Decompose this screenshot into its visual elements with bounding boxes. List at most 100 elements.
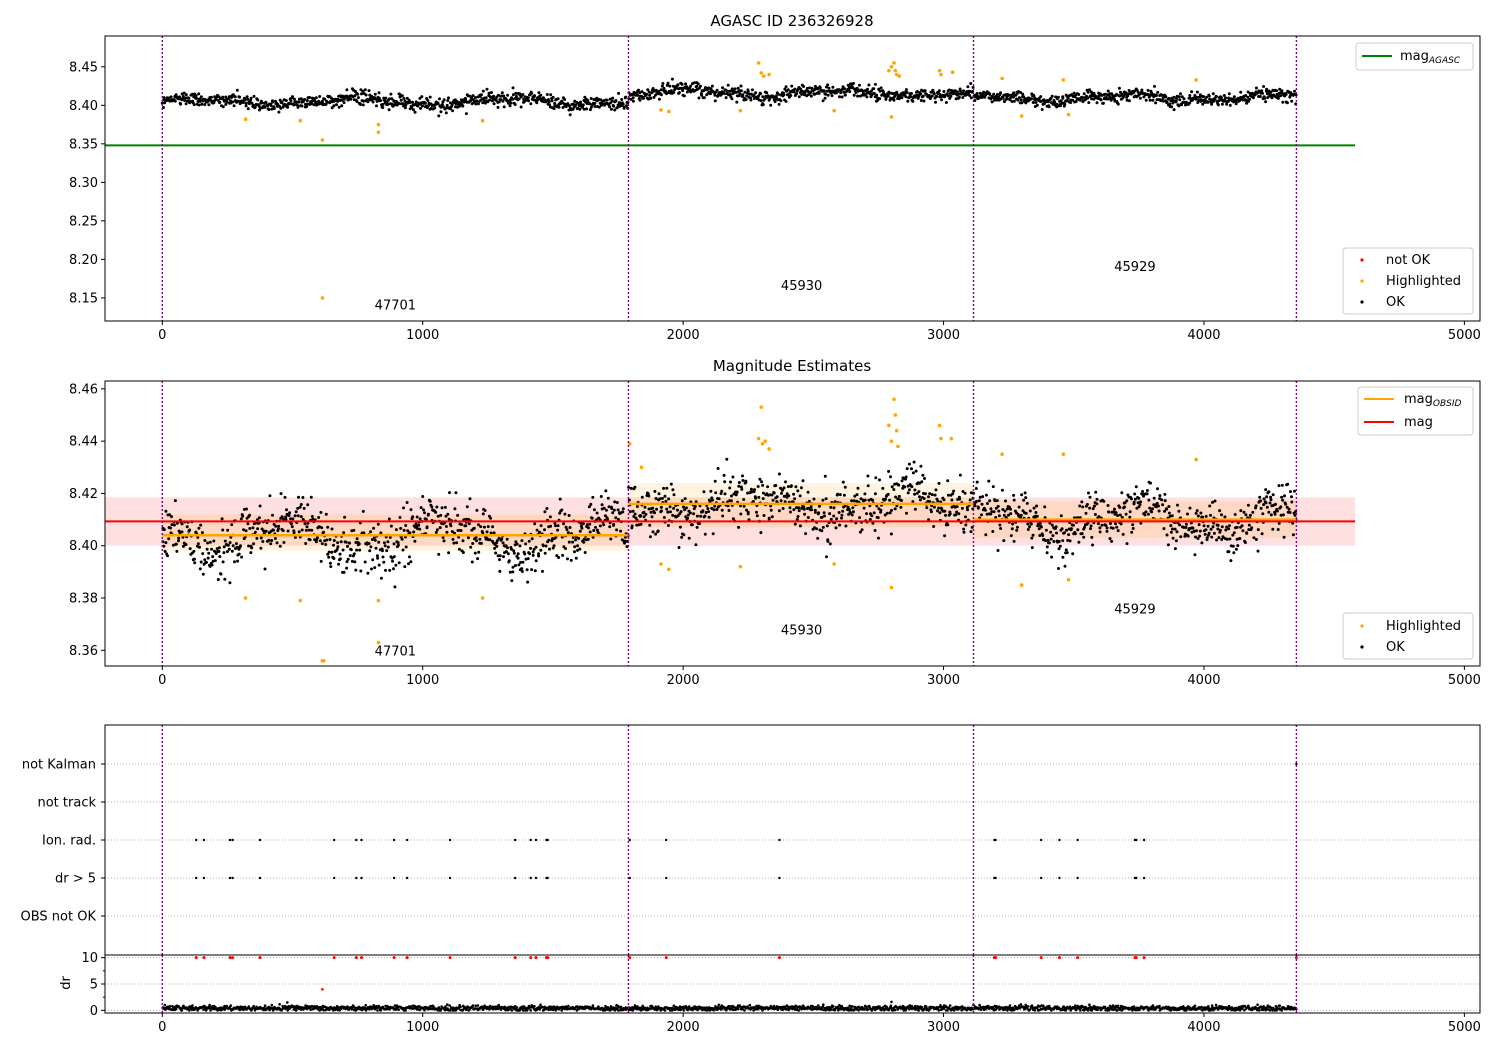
agasc-ok-point	[611, 96, 615, 100]
estimates-ok-point	[1232, 551, 1236, 555]
estimates-ok-point	[369, 530, 373, 534]
estimates-ok-point	[1151, 507, 1154, 511]
agasc-highlighted-point-20	[897, 74, 902, 78]
estimates-ok-point	[1076, 528, 1080, 532]
agasc-ok-point	[448, 101, 452, 105]
estimates-ok-point	[755, 510, 758, 514]
estimates-ok-point	[639, 514, 642, 517]
agasc-highlighted-point-18	[893, 68, 898, 73]
estimates-ok-point	[1044, 528, 1048, 532]
estimates-ok-point	[642, 510, 646, 514]
estimates-ok-point	[170, 523, 174, 527]
agasc-ok-point	[513, 103, 517, 106]
estimates-ok-point	[567, 514, 571, 517]
estimates-ok-point	[1157, 509, 1161, 513]
agasc-ok-point	[537, 91, 541, 95]
estimates-ok-point	[231, 544, 235, 548]
estimates-ok-point	[1204, 514, 1208, 518]
estimates-ok-point	[404, 545, 408, 549]
estimates-ok-point	[631, 509, 635, 513]
agasc-ok-point	[949, 94, 953, 98]
estimates-ok-point	[398, 516, 402, 519]
estimates-ok-point	[1242, 510, 1246, 514]
estimates-ok-point	[757, 495, 761, 499]
estimates-ok-point	[614, 516, 618, 520]
estimates-ok-point	[475, 539, 479, 543]
estimates-ok-point	[729, 480, 732, 484]
estimates-ok-point	[1276, 528, 1280, 531]
agasc-ok-point	[1269, 90, 1273, 94]
agasc-ok-point	[271, 100, 275, 104]
estimates-ok-point	[361, 509, 365, 513]
estimates-ok-point	[825, 555, 828, 559]
agasc-ok-point	[1206, 100, 1210, 104]
agasc-ok-point	[353, 94, 357, 98]
agasc-ok-point	[710, 84, 714, 88]
dr-point	[466, 1006, 470, 1009]
agasc-ok-point	[1175, 97, 1179, 101]
estimates-ok-point	[585, 523, 589, 527]
estimates-ok-point	[731, 517, 735, 521]
agasc-ok-point	[1279, 94, 1283, 98]
estimates-ok-point	[1082, 535, 1086, 539]
flags-point	[1135, 876, 1138, 880]
agasc-ok-point	[661, 82, 665, 85]
estimates-highlighted-point-21	[893, 413, 898, 417]
estimates-ok-point	[837, 511, 841, 514]
estimates-ok-point	[709, 489, 713, 493]
estimates-ok-point	[858, 516, 862, 520]
agasc-ok-point	[371, 100, 375, 104]
estimates-ok-point	[230, 523, 234, 527]
agasc-ok-point	[1016, 98, 1020, 102]
agasc-ok-point	[509, 101, 513, 105]
estimates-ok-point	[354, 541, 358, 544]
estimates-ok-point	[900, 479, 904, 483]
agasc-ok-point	[1262, 85, 1266, 88]
estimates-ok-point	[978, 495, 982, 499]
agasc-ok-point	[446, 99, 450, 102]
flags-point	[664, 876, 668, 880]
estimates-highlighted-point-24	[889, 585, 894, 590]
agasc-ok-point	[775, 96, 778, 100]
estimates-ok-point	[543, 510, 547, 514]
estimates-ok-point	[1156, 487, 1159, 491]
agasc-ok-point	[1056, 95, 1060, 99]
agasc-ok-point	[179, 102, 183, 106]
estimates-ok-point	[1271, 527, 1275, 531]
estimates-ok-point	[609, 537, 613, 541]
agasc-ytick-label-3: 8.30	[69, 176, 98, 191]
estimates-ok-point	[488, 538, 492, 542]
agasc-ok-point	[1180, 95, 1184, 99]
agasc-ok-point	[402, 96, 406, 100]
estimates-ok-point	[543, 551, 547, 555]
estimates-ok-point	[374, 546, 378, 550]
estimates-ok-point	[599, 495, 603, 498]
estimates-ok-point	[1107, 510, 1111, 514]
agasc-ok-point	[876, 98, 880, 102]
estimates-ok-point	[1208, 504, 1212, 508]
estimates-ok-point	[569, 558, 573, 562]
agasc-ok-point	[1142, 95, 1146, 99]
agasc-ok-point	[550, 99, 554, 103]
agasc-ok-point	[485, 87, 489, 91]
estimates-ok-point	[456, 513, 460, 517]
agasc-ok-point	[763, 97, 767, 101]
flags-point	[228, 838, 232, 842]
flags-point	[392, 838, 396, 842]
estimates-ok-point	[181, 535, 185, 539]
estimates-ok-point	[672, 493, 676, 497]
estimates-ok-point	[669, 510, 672, 514]
agasc-ok-point	[196, 100, 200, 103]
estimates-ok-point	[515, 542, 519, 546]
estimates-ok-point	[319, 559, 323, 563]
dr-point	[397, 1008, 400, 1011]
agasc-ok-point	[1284, 92, 1288, 96]
estimates-highlighted-point-20	[892, 397, 896, 402]
estimates-ok-point	[942, 498, 946, 502]
agasc-ok-point	[843, 93, 847, 97]
estimates-ok-point	[729, 499, 733, 503]
estimates-ok-point	[838, 493, 842, 497]
dr-point	[538, 1008, 541, 1011]
estimates-ok-point	[399, 526, 403, 530]
estimates-ok-point	[1024, 511, 1028, 515]
